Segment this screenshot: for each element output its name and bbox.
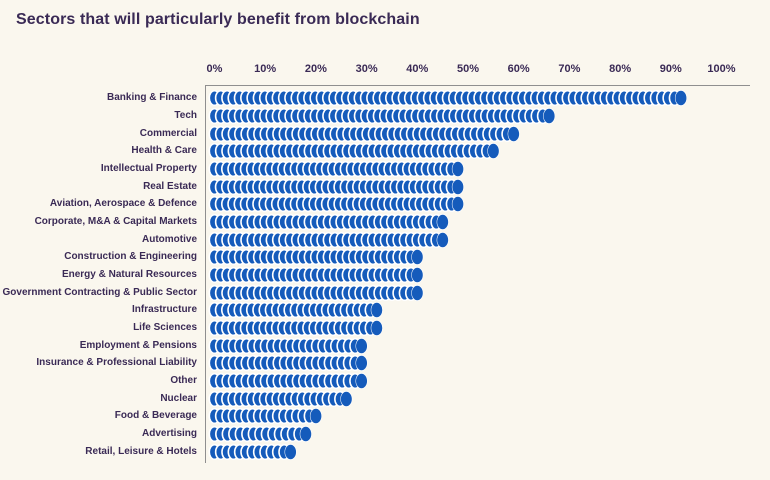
category-label: Health & Care <box>131 145 197 157</box>
category-label: Other <box>170 375 197 387</box>
x-axis-tick-label: 0% <box>206 63 223 75</box>
coin-disc <box>452 179 464 194</box>
category-label: Advertising <box>141 428 197 440</box>
coin-bar <box>208 390 353 407</box>
category-label: Energy & Natural Resources <box>61 269 197 280</box>
coin-bar <box>208 125 520 142</box>
x-axis-tick-label: 40% <box>406 63 429 75</box>
category-label: Real Estate <box>143 180 197 192</box>
coin-bar <box>208 267 424 283</box>
coin-bar <box>208 284 424 301</box>
category-label: Banking & Finance <box>106 92 197 104</box>
coin-bar <box>208 320 383 336</box>
coin-disc <box>300 426 312 442</box>
coin-bar <box>208 408 322 425</box>
category-label: Retail, Leisure & Hotels <box>85 445 197 457</box>
category-label: Government Contracting & Public Sector <box>2 286 197 298</box>
coin-bar <box>208 443 297 460</box>
coin-disc <box>543 108 555 124</box>
x-axis-tick-label: 60% <box>507 63 530 75</box>
coin-bar <box>208 249 424 266</box>
coin-disc <box>411 250 423 265</box>
coin-bar <box>208 213 449 230</box>
coin-disc <box>371 320 383 336</box>
category-label: Aviation, Aerospace & Defence <box>49 198 197 210</box>
category-label: Employment & Pensions <box>79 339 197 351</box>
coin-bar <box>208 178 464 195</box>
axis-left-line <box>205 85 206 463</box>
category-label: Nuclear <box>160 392 197 404</box>
coin-disc <box>285 444 297 459</box>
plot-area: 0% 10% 20% 30% 40% 50% 60% 70% 80% 90% 100% <box>205 63 750 465</box>
coin-bar <box>208 90 687 107</box>
coin-disc <box>675 90 687 106</box>
coin-disc <box>411 267 423 283</box>
coin-bar <box>208 337 368 354</box>
coin-disc <box>508 126 520 141</box>
x-axis-tick-label: 70% <box>558 63 581 75</box>
coin-bar <box>208 196 464 213</box>
category-label: Life Sciences <box>133 322 197 333</box>
coin-disc <box>452 197 464 212</box>
coin-disc <box>452 161 464 177</box>
x-axis-tick-label: 10% <box>254 63 277 75</box>
category-label: Corporate, M&A & Capital Markets <box>34 215 197 227</box>
coin-disc <box>437 232 449 247</box>
chart-title: Sectors that will particularly benefit f… <box>16 11 420 28</box>
coin-bar <box>208 143 500 160</box>
category-label: Tech <box>174 109 197 121</box>
coin-disc <box>356 338 368 353</box>
coin-disc <box>356 356 368 371</box>
axis-top-line <box>205 85 750 86</box>
coin-disc <box>487 143 499 159</box>
coin-disc <box>371 303 383 318</box>
coin-bar <box>208 302 383 319</box>
category-label: Intellectual Property <box>100 162 197 174</box>
category-label: Infrastructure <box>131 304 197 316</box>
x-axis-tick-label: 20% <box>304 63 327 75</box>
coin-bar <box>208 231 449 248</box>
x-axis-tick-label: 100% <box>707 63 736 75</box>
category-label: Food & Beverage <box>114 410 197 422</box>
x-axis-tick-label: 90% <box>659 63 682 75</box>
coin-bar <box>208 426 312 443</box>
category-label: Insurance & Professional Liability <box>36 357 197 369</box>
x-axis-tick-label: 80% <box>609 63 632 75</box>
coin-disc <box>411 285 423 300</box>
coin-disc <box>356 373 368 389</box>
category-label: Commercial <box>139 127 197 139</box>
category-label: Construction & Engineering <box>64 251 197 263</box>
coin-bar <box>208 373 368 390</box>
coin-bar <box>208 107 556 124</box>
x-axis-tick-label: 50% <box>456 63 480 75</box>
coin-disc <box>340 391 352 406</box>
coin-bar <box>208 355 368 372</box>
coin-bar <box>208 160 464 177</box>
coin-disc <box>310 409 322 424</box>
coin-disc <box>437 214 449 230</box>
category-label: Automotive <box>142 233 197 245</box>
x-axis-tick-label: 30% <box>355 63 378 75</box>
